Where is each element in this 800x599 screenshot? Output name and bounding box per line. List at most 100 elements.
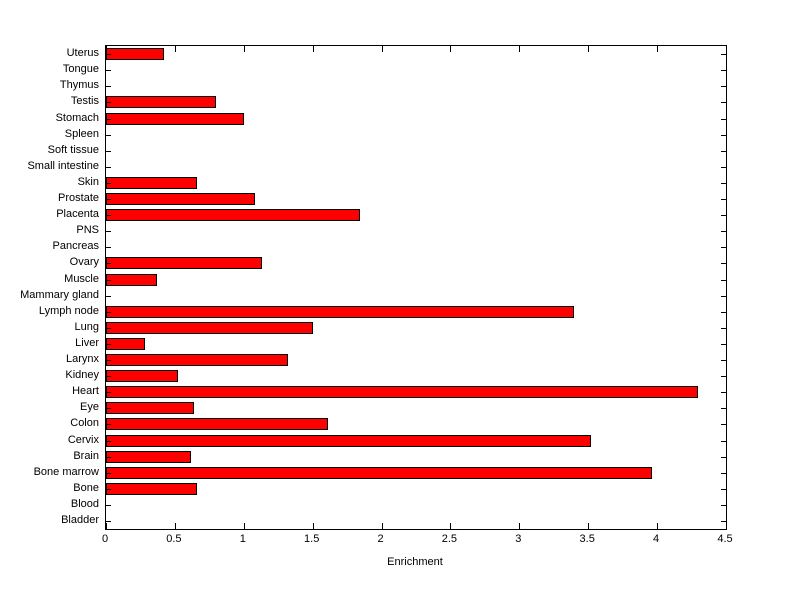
bar-colon [106,418,328,431]
y-tick-label-prostate: Prostate [58,192,99,204]
y-tick-label-cervix: Cervix [67,433,99,446]
bar-lung [106,321,313,334]
x-tick-label-2.5: 2.5 [441,533,458,545]
y-tick-right [721,70,726,72]
y-tick-left [106,424,111,426]
y-tick-right [721,102,726,104]
y-tick-label-bone-marrow: Bone marrow [33,465,99,478]
y-tick-label-colon: Colon [70,417,99,430]
y-tick-left [106,472,111,474]
x-tick-top [174,46,176,52]
y-tick-label-thymus: Thymus [59,79,99,92]
y-tick-label-pns: PNS [76,224,99,237]
y-tick-left [106,199,111,200]
x-axis-title: Enrichment [387,556,443,568]
x-tick-label-3.5: 3.5 [579,533,595,545]
x-tick-label-1.5: 1.5 [304,533,320,545]
y-tick-label-pancreas: Pancreas [52,240,99,253]
x-tick-bottom [106,523,107,529]
y-tick-right [721,199,726,200]
y-tick-left [106,327,111,329]
bar-placenta [106,209,360,222]
x-tick-bottom [450,523,452,529]
y-tick-label-heart: Heart [72,385,99,398]
y-tick-left [106,86,111,88]
y-tick-left [106,376,111,378]
x-tick-label-0.5: 0.5 [166,533,182,545]
y-tick-right [721,150,726,152]
y-tick-left [106,182,111,184]
bar-brain [106,450,192,463]
y-tick-label-tongue: Tongue [62,63,99,76]
x-tick-bottom [657,523,659,529]
bar-kidney [106,370,178,383]
bar-bone-marrow [106,466,652,479]
x-tick-bottom [588,523,590,529]
y-tick-right [721,295,726,297]
y-tick-right [721,86,726,88]
x-tick-top [106,46,107,52]
bar-ovary [106,257,262,270]
y-tick-label-larynx: Larynx [65,353,99,365]
y-tick-left [106,521,111,522]
y-tick-label-bladder: Bladder [61,514,99,526]
x-tick-top [450,46,452,52]
y-tick-left [106,231,111,233]
y-tick-right [721,118,726,120]
y-tick-left [106,504,111,506]
y-tick-label-lung: Lung [74,320,99,333]
y-tick-right [721,182,726,184]
bar-bone [106,482,197,495]
x-tick-bottom [312,523,314,529]
y-tick-label-stomach: Stomach [55,111,99,124]
y-tick-right [721,440,726,442]
y-tick-label-lymph-node: Lymph node [38,304,99,317]
x-tick-label-3: 3 [515,533,522,545]
y-tick-right [721,504,726,506]
y-tick-left [106,456,111,458]
x-tick-label-4: 4 [653,533,660,545]
y-tick-left [106,311,111,313]
bar-stomach [106,112,244,125]
x-tick-top [312,46,314,52]
x-tick-top [381,46,383,52]
y-tick-label-testis: Testis [70,95,99,108]
y-tick-label-mammary-gland: Mammary gland [20,288,99,301]
y-tick-left [106,70,111,72]
y-tick-label-brain: Brain [73,449,99,462]
y-tick-left [106,54,111,56]
x-tick-label-1: 1 [239,533,246,545]
y-tick-left [106,263,111,265]
x-tick-bottom [726,523,727,529]
y-tick-label-kidney: Kidney [65,369,99,382]
y-tick-label-bone: Bone [73,481,99,494]
x-tick-top [726,46,727,52]
plot-area [105,45,727,530]
y-tick-right [721,166,726,168]
x-tick-label-0: 0 [101,533,109,545]
y-tick-right [721,247,726,249]
x-tick-bottom [174,523,176,529]
y-tick-label-soft-tissue: Soft tissue [47,143,99,156]
bar-muscle [106,273,157,286]
y-tick-label-eye: Eye [80,401,99,414]
bar-liver [106,337,145,350]
y-tick-right [721,327,726,329]
bar-larynx [106,354,288,366]
y-tick-left [106,215,111,217]
y-tick-right [721,343,726,345]
y-tick-left [106,360,111,361]
y-tick-right [721,215,726,217]
x-tick-top [588,46,590,52]
y-tick-right [721,54,726,56]
y-tick-left [106,392,111,394]
bar-uterus [106,48,164,61]
y-tick-left [106,134,111,136]
y-tick-right [721,472,726,474]
x-tick-top [657,46,659,52]
y-tick-right [721,488,726,490]
y-tick-left [106,279,111,281]
y-tick-right [721,231,726,233]
y-tick-right [721,360,726,361]
bar-eye [106,402,195,415]
